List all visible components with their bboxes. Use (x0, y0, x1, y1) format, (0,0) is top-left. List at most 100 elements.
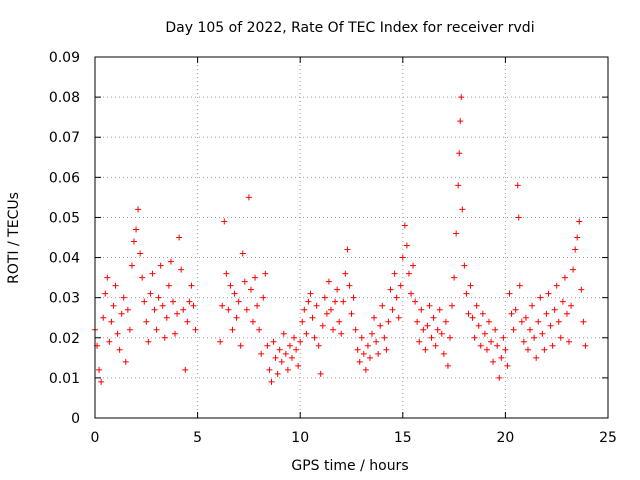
data-point (174, 310, 181, 317)
data-point (366, 354, 373, 361)
data-point (410, 262, 417, 269)
data-point (256, 326, 263, 333)
data-point (379, 302, 386, 309)
data-point (360, 350, 367, 357)
data-point (455, 182, 462, 189)
data-point (153, 326, 160, 333)
data-point (169, 298, 176, 305)
data-point (418, 306, 425, 313)
data-point (527, 326, 534, 333)
data-point (438, 330, 445, 337)
data-point (430, 314, 437, 321)
x-tick-label: 5 (193, 430, 202, 446)
data-point (422, 346, 429, 353)
data-point (186, 298, 193, 305)
data-point (327, 306, 334, 313)
data-point (184, 318, 191, 325)
data-point (104, 274, 111, 281)
data-point (137, 250, 144, 257)
data-point (114, 330, 121, 337)
data-point (458, 94, 465, 101)
y-tick-label: 0.01 (49, 371, 80, 387)
data-point (416, 338, 423, 345)
data-point (124, 306, 131, 313)
data-point (456, 150, 463, 157)
data-point (172, 330, 179, 337)
data-point (286, 342, 293, 349)
data-point (354, 346, 361, 353)
data-point (299, 318, 306, 325)
data-point (551, 306, 558, 313)
data-point (108, 318, 115, 325)
data-point (473, 302, 480, 309)
data-point (159, 302, 166, 309)
data-point (358, 334, 365, 341)
data-point (471, 334, 478, 341)
grid-lines (95, 57, 608, 418)
data-point (446, 334, 453, 341)
data-point (467, 282, 474, 289)
data-point (270, 338, 277, 345)
data-points (92, 94, 589, 385)
data-point (272, 354, 279, 361)
data-point (377, 322, 384, 329)
data-point (291, 334, 298, 341)
data-point (412, 298, 419, 305)
data-point (143, 318, 150, 325)
data-point (574, 234, 581, 241)
data-point (190, 302, 197, 309)
data-point (352, 326, 359, 333)
data-point (408, 290, 415, 297)
data-point (508, 310, 515, 317)
data-point (260, 294, 267, 301)
y-tick-label: 0.02 (49, 331, 80, 347)
data-point (401, 222, 408, 229)
data-point (515, 214, 522, 221)
data-point (399, 254, 406, 261)
data-point (344, 246, 351, 253)
data-point (262, 270, 269, 277)
data-point (139, 274, 146, 281)
data-point (167, 258, 174, 265)
axis-ticks (94, 56, 609, 419)
data-point (110, 302, 117, 309)
data-point (112, 282, 119, 289)
data-point (405, 270, 412, 277)
data-point (364, 342, 371, 349)
data-point (576, 218, 583, 225)
data-point (492, 326, 499, 333)
data-point (568, 302, 575, 309)
data-point (266, 366, 273, 373)
data-point (325, 278, 332, 285)
data-point (463, 290, 470, 297)
data-point (235, 298, 242, 305)
data-point (288, 354, 295, 361)
data-point (332, 298, 339, 305)
data-point (483, 346, 490, 353)
data-point (393, 294, 400, 301)
y-tick-label: 0.05 (49, 210, 80, 226)
data-point (362, 366, 369, 373)
data-point (383, 346, 390, 353)
data-point (188, 282, 195, 289)
data-point (500, 334, 507, 341)
data-point (227, 282, 234, 289)
data-point (180, 306, 187, 313)
data-point (436, 306, 443, 313)
data-point (258, 350, 265, 357)
data-point (469, 314, 476, 321)
data-point (518, 318, 525, 325)
data-point (350, 294, 357, 301)
data-point (477, 342, 484, 349)
data-point (237, 342, 244, 349)
data-point (549, 342, 556, 349)
x-tick-label: 20 (496, 430, 514, 446)
data-point (348, 310, 355, 317)
data-point (440, 350, 447, 357)
data-point (293, 346, 300, 353)
data-point (453, 230, 460, 237)
data-point (147, 290, 154, 297)
data-point (178, 266, 185, 273)
data-point (457, 118, 464, 125)
data-point (338, 330, 345, 337)
